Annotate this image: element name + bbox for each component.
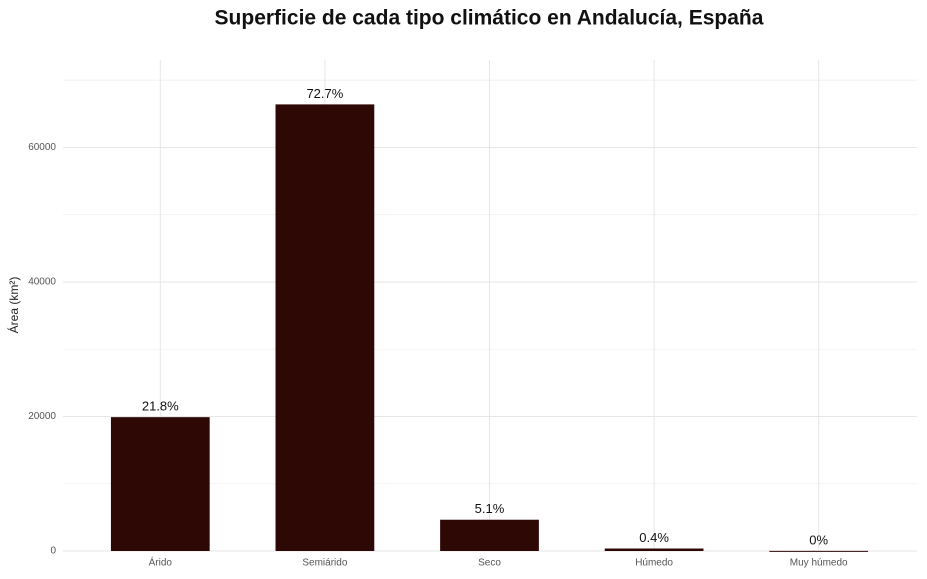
- data-label: 0%: [809, 532, 828, 547]
- data-label: 0.4%: [639, 530, 669, 545]
- y-tick-label: 60000: [28, 142, 56, 153]
- y-tick-label: 20000: [28, 411, 56, 422]
- y-tick-label: 0: [50, 546, 56, 557]
- y-axis-label: Área (km²): [6, 277, 21, 334]
- x-tick-label: Árido: [149, 556, 173, 569]
- bar: [440, 519, 539, 551]
- x-tick-label: Seco: [478, 558, 501, 569]
- chart-title: Superficie de cada tipo climático en And…: [215, 7, 764, 30]
- x-tick-label: Muy húmedo: [790, 558, 848, 569]
- bar: [275, 104, 375, 551]
- x-tick-label: Húmedo: [635, 558, 673, 569]
- bar: [110, 417, 210, 551]
- data-label: 21.8%: [142, 399, 179, 414]
- x-tick-label: Semiárido: [302, 558, 347, 569]
- bar: [604, 548, 704, 551]
- y-tick-label: 40000: [28, 277, 56, 288]
- data-label: 72.7%: [306, 86, 343, 101]
- bar: [769, 550, 869, 552]
- data-label: 5.1%: [475, 501, 505, 516]
